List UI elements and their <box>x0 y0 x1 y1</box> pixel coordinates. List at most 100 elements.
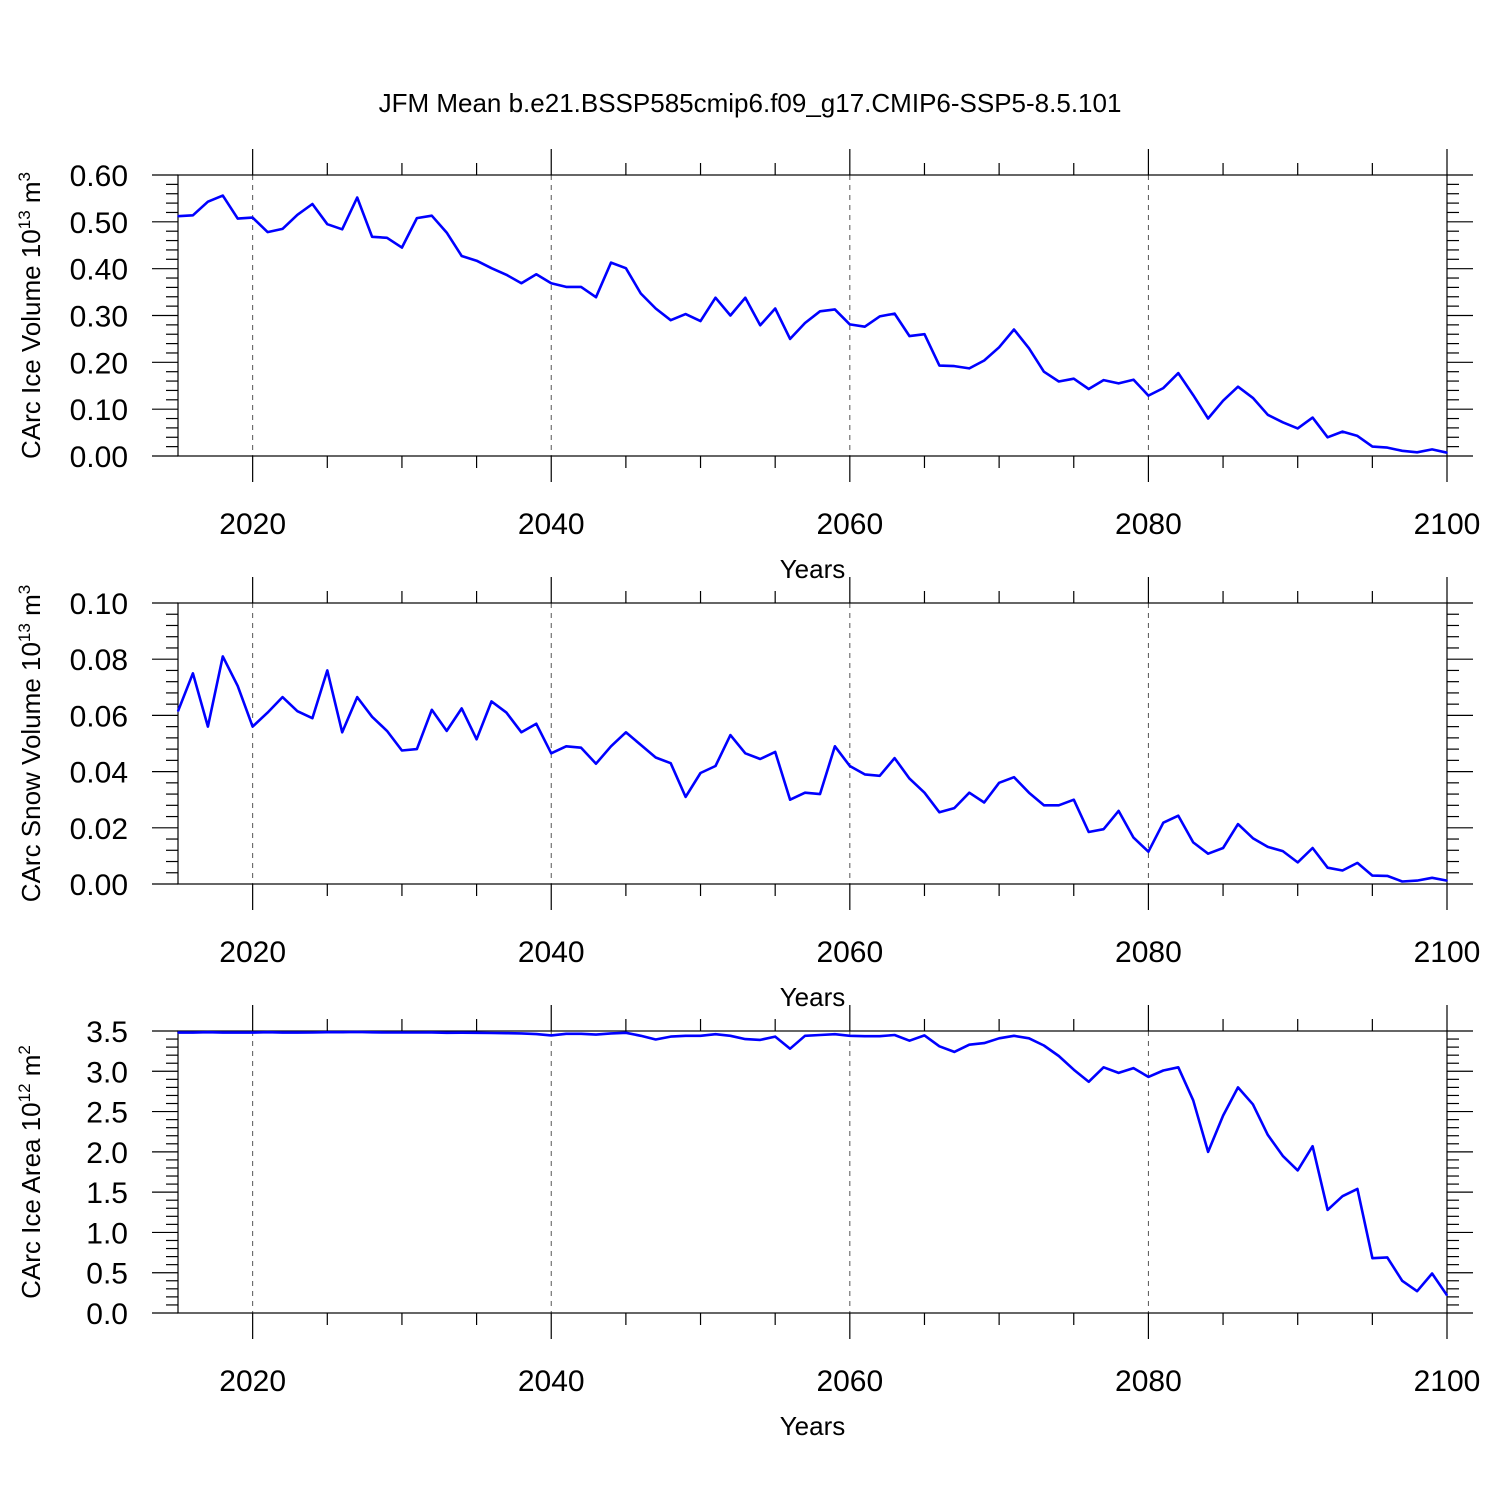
data-point <box>207 725 209 728</box>
data-series-line <box>176 655 1448 883</box>
data-point <box>863 773 866 776</box>
y-tick-label: 2.5 <box>86 1097 128 1130</box>
data-point <box>1386 1256 1389 1259</box>
data-point <box>834 745 836 748</box>
data-point <box>1013 776 1015 779</box>
data-point <box>356 196 358 199</box>
data-point <box>1058 380 1060 383</box>
data-point <box>1326 866 1329 869</box>
data-point <box>804 791 806 794</box>
data-point <box>1072 377 1075 380</box>
data-point <box>804 322 806 324</box>
data-point <box>386 730 388 732</box>
data-point <box>1281 850 1284 852</box>
data-point <box>923 1034 926 1037</box>
data-point <box>968 1043 971 1046</box>
data-point <box>1237 1086 1239 1089</box>
data-point <box>1072 1068 1075 1071</box>
data-point <box>983 359 985 362</box>
data-point <box>669 319 672 321</box>
data-point <box>460 1031 463 1034</box>
data-point <box>714 1033 717 1036</box>
data-point <box>266 711 269 714</box>
y-tick-label: 0.02 <box>70 813 128 846</box>
data-point <box>341 1031 344 1034</box>
x-tick-label: 2040 <box>518 1365 585 1398</box>
data-point <box>431 214 433 217</box>
chart-panel-2: 0.00 0.02 0.04 0.06 0.08 0.10 2020 2040 2060 2080… <box>15 577 1480 1012</box>
data-point <box>1207 852 1209 855</box>
data-point <box>1058 1055 1060 1057</box>
figure-title: JFM Mean b.e21.BSSP585cmip6.f09_g17.CMIP… <box>379 88 1122 118</box>
data-point <box>1371 1257 1374 1260</box>
data-point <box>834 308 836 311</box>
data-point <box>998 346 1000 349</box>
data-point <box>729 1035 732 1037</box>
data-point <box>207 1031 209 1034</box>
data-point <box>1267 846 1269 848</box>
data-point <box>1028 1037 1030 1040</box>
y-tick-label: 0.0 <box>86 1298 128 1331</box>
data-point <box>625 267 627 269</box>
data-point <box>1252 397 1254 399</box>
data-point <box>296 710 299 712</box>
x-tick-label: 2080 <box>1115 508 1182 541</box>
x-tick-label: 2100 <box>1414 1365 1481 1398</box>
data-point <box>1177 1066 1180 1069</box>
data-point <box>550 752 553 755</box>
data-point <box>311 717 314 720</box>
plot-frame <box>177 1030 1448 1314</box>
y-tick-label: 0.5 <box>86 1258 128 1291</box>
data-point <box>729 734 732 736</box>
data-point <box>1296 427 1299 430</box>
x-axis-title: Years <box>780 554 846 584</box>
data-point <box>1013 328 1015 331</box>
data-point <box>445 231 448 234</box>
data-point <box>1431 877 1433 879</box>
data-point <box>207 200 209 203</box>
data-point <box>192 1031 194 1034</box>
data-point <box>1207 1151 1209 1153</box>
data-point <box>1401 1279 1404 1282</box>
data-point <box>1341 1195 1344 1197</box>
data-point <box>759 324 762 327</box>
data-point <box>1177 372 1180 374</box>
data-point <box>401 1031 403 1034</box>
data-point <box>878 775 881 777</box>
data-point <box>1267 413 1269 416</box>
data-point <box>236 685 239 687</box>
data-point <box>1356 862 1359 864</box>
data-point <box>281 696 284 698</box>
data-point <box>192 672 194 675</box>
data-point <box>610 745 612 748</box>
data-point <box>1192 841 1194 844</box>
data-point <box>535 273 538 276</box>
data-point <box>177 710 179 712</box>
data-point <box>1222 399 1224 402</box>
data-point <box>908 1039 911 1042</box>
data-point <box>1431 448 1433 451</box>
data-point <box>1147 394 1150 397</box>
data-point <box>893 312 896 315</box>
x-axis-title: Years <box>780 1411 846 1441</box>
y-tick-label: 0.40 <box>70 254 128 287</box>
data-point <box>565 745 567 748</box>
data-point <box>221 194 224 197</box>
data-point <box>938 811 941 814</box>
data-point <box>416 217 418 219</box>
data-point <box>1281 421 1284 424</box>
chart-panel-3: 0.0 0.5 1.0 1.5 2.0 2.5 3.0 3.5 2020 2040 2060 2080… <box>15 1005 1480 1441</box>
data-point <box>1162 387 1165 389</box>
data-point <box>535 723 538 725</box>
data-point <box>371 1031 373 1034</box>
data-point <box>416 1031 418 1034</box>
data-point <box>774 307 776 310</box>
y-tick-label: 0.00 <box>70 869 128 902</box>
data-point <box>1087 831 1090 833</box>
data-series-line <box>178 1030 1449 1297</box>
data-point <box>236 217 239 220</box>
data-point <box>1386 446 1389 449</box>
data-point <box>640 292 642 295</box>
data-point <box>819 310 821 313</box>
data-point <box>505 711 508 714</box>
